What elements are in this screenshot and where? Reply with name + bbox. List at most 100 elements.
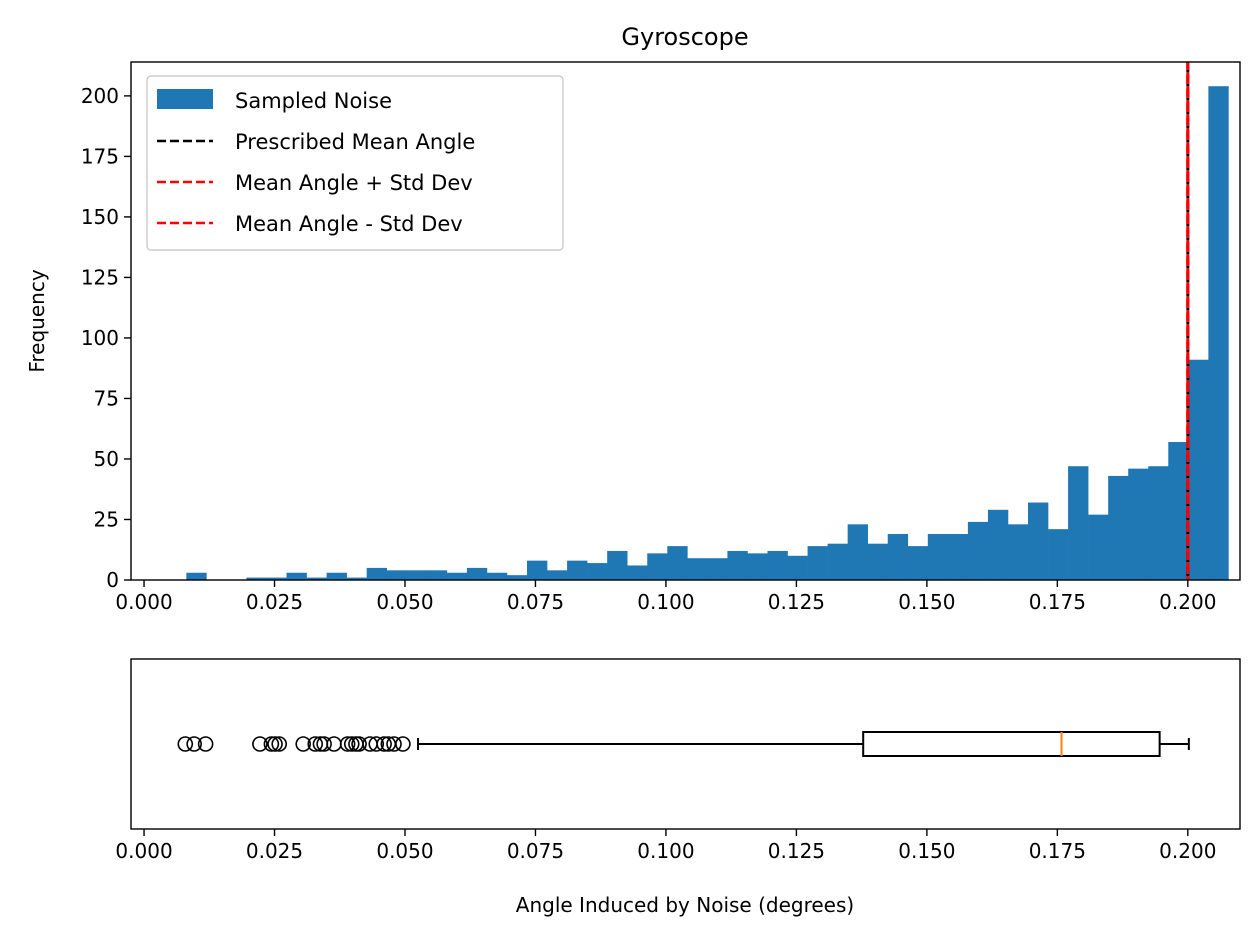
histogram-x-ticks: 0.000 0.025 0.050 0.075 0.100 0.125 0.150 0.175… [115, 580, 1216, 614]
x-tick-label: 0.000 [115, 590, 172, 614]
x-tick-label: 0.200 [1159, 839, 1216, 863]
histogram-bar [547, 570, 568, 580]
boxplot-box [862, 731, 1161, 757]
histogram-bar [386, 570, 408, 580]
x-tick-label: 0.025 [246, 839, 303, 863]
chart-title: Gyroscope [621, 23, 748, 51]
y-tick-label: 200 [81, 84, 119, 108]
y-tick-label: 50 [94, 447, 119, 471]
histogram-bar [1007, 524, 1029, 580]
legend-frame [146, 75, 564, 251]
histogram-bar [1048, 529, 1069, 580]
boxplot-frame [130, 658, 1241, 830]
boxplot-outlier [267, 736, 283, 752]
legend-label-prescribed-mean: Prescribed Mean Angle [235, 130, 475, 154]
x-tick-label: 0.175 [1029, 839, 1086, 863]
boxplot-outlier [376, 736, 392, 752]
boxplot-outlier [368, 736, 385, 752]
histogram-bar [907, 546, 929, 580]
boxplot-panel: 0.000 0.025 0.050 0.075 0.100 0.125 0.150 0.175… [115, 658, 1241, 917]
x-tick-label: 0.025 [246, 590, 303, 614]
boxplot-outlier [252, 736, 268, 752]
histogram-bar [1208, 86, 1229, 581]
histogram-bar [667, 546, 688, 580]
histogram-bar [987, 509, 1009, 580]
x-tick-label: 0.075 [507, 590, 564, 614]
histogram-bar [1028, 502, 1049, 580]
boxplot-elements [177, 731, 1190, 757]
legend-label-mean-minus-std: Mean Angle - Std Dev [235, 212, 463, 236]
histogram-bar [366, 567, 388, 580]
histogram-bar [306, 577, 327, 580]
histogram-bar [567, 560, 588, 580]
legend-swatch-sampled-noise [157, 89, 213, 109]
x-axis-label: Angle Induced by Noise (degrees) [516, 893, 854, 917]
histogram-bar [1108, 475, 1129, 580]
x-tick-label: 0.050 [376, 839, 433, 863]
x-tick-label: 0.075 [507, 839, 564, 863]
histogram-bar [446, 572, 468, 580]
y-tick-label: 0 [106, 568, 119, 592]
y-tick-label: 125 [81, 265, 119, 289]
histogram-bar [747, 553, 768, 580]
histogram-bar [1148, 466, 1169, 580]
histogram-bar [186, 572, 207, 580]
histogram-bar [286, 572, 307, 580]
histogram-bar [1168, 442, 1189, 580]
histogram-frame [130, 61, 1241, 581]
y-tick-label: 100 [81, 326, 119, 350]
boxplot-outlier [271, 736, 288, 752]
boxplot-outlier [395, 736, 411, 752]
histogram-bar [587, 563, 608, 580]
histogram-bar [887, 534, 909, 580]
y-tick-label: 150 [81, 205, 119, 229]
boxplot-outlier [343, 736, 360, 752]
y-tick-label: 25 [94, 507, 119, 531]
histogram-bar [847, 524, 868, 580]
histogram-panel: 0.000 0.025 0.050 0.075 0.100 0.125 0.150 0.175… [25, 23, 1241, 614]
histogram-bar [827, 543, 848, 580]
boxplot-outlier [386, 736, 402, 752]
histogram-bar [527, 560, 548, 580]
x-tick-label: 0.100 [637, 839, 694, 863]
histogram-bar [1088, 514, 1109, 580]
histogram-bar [426, 570, 448, 580]
histogram-bar [266, 577, 287, 580]
x-tick-label: 0.150 [898, 590, 955, 614]
boxplot-outlier [316, 736, 332, 752]
x-tick-label: 0.150 [898, 839, 955, 863]
histogram-bar [967, 521, 989, 580]
histogram-bars [186, 86, 1229, 581]
histogram-bar [727, 550, 748, 580]
boxplot-outlier [339, 736, 356, 752]
y-tick-label: 175 [81, 144, 119, 168]
histogram-y-ticks: 0 25 50 75 100 125 150 175 200 [81, 84, 131, 592]
histogram-bar [326, 572, 347, 580]
boxplot-outlier [307, 736, 324, 752]
histogram-bar [406, 570, 428, 580]
histogram-bar [1128, 468, 1149, 580]
boxplot-outlier [177, 736, 194, 752]
histogram-bar [647, 553, 668, 580]
x-tick-label: 0.125 [768, 590, 825, 614]
histogram-bar [627, 565, 648, 580]
histogram-bar [1068, 466, 1089, 580]
boxplot-x-ticks: 0.000 0.025 0.050 0.075 0.100 0.125 0.150 0.175… [115, 829, 1216, 863]
boxplot-outlier [295, 736, 312, 752]
histogram-bar [767, 550, 788, 580]
x-tick-label: 0.175 [1029, 590, 1086, 614]
legend-label-mean-plus-std: Mean Angle + Std Dev [235, 171, 473, 195]
x-tick-label: 0.050 [376, 590, 433, 614]
histogram-bar [466, 567, 488, 580]
y-axis-label: Frequency [25, 269, 49, 372]
y-tick-label: 75 [94, 386, 119, 410]
histogram-bar [506, 575, 528, 580]
x-tick-label: 0.100 [637, 590, 694, 614]
histogram-bar [867, 543, 889, 580]
boxplot-outlier [351, 736, 367, 752]
histogram-bar [927, 534, 949, 580]
legend-label-sampled-noise: Sampled Noise [235, 89, 392, 113]
histogram-bar [246, 577, 267, 580]
boxplot-outlier [263, 736, 280, 752]
